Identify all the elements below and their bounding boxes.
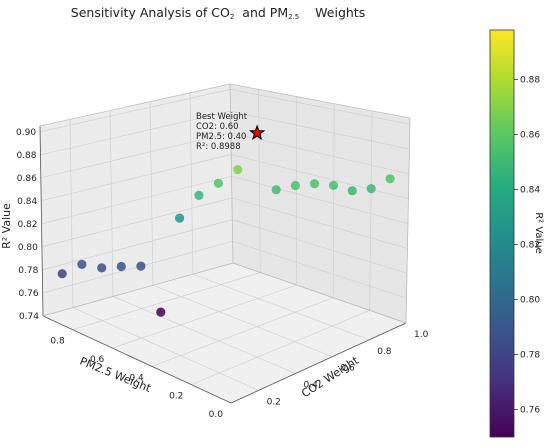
scatter-point [233, 165, 242, 174]
scatter-point [214, 179, 223, 188]
colorbar [490, 30, 514, 437]
scatter-point [291, 181, 300, 190]
best-annotation-line4: R²: 0.8988 [196, 142, 241, 152]
z-tick-label: 0.78 [18, 266, 38, 276]
z-tick-label: 0.80 [18, 243, 38, 253]
colorbar-tick-label: 0.80 [520, 296, 540, 306]
x-tick-label: 0.8 [377, 347, 392, 357]
scatter-point [58, 269, 67, 278]
z-axis-label: R² Value [0, 203, 13, 249]
scatter-point [386, 174, 395, 183]
scatter-point [310, 179, 319, 188]
chart-title: Sensitivity Analysis of CO2 and PM2.5 We… [71, 5, 365, 21]
y-tick-label: 0.0 [209, 410, 224, 420]
x-tick-label: 1.0 [414, 330, 429, 340]
z-tick-label: 0.76 [19, 289, 39, 299]
scatter-point [329, 181, 338, 190]
best-annotation-line3: PM2.5: 0.40 [196, 132, 246, 142]
colorbar-tick-label: 0.84 [520, 186, 540, 196]
scatter-point [194, 191, 203, 200]
z-tick-label: 0.88 [16, 151, 36, 161]
z-tick-label: 0.86 [17, 174, 37, 184]
y-tick-label: 0.2 [169, 392, 183, 402]
colorbar-label: R² Value [533, 212, 544, 254]
scatter-point [156, 308, 165, 317]
colorbar-tick-label: 0.88 [520, 76, 540, 86]
z-tick-label: 0.82 [17, 220, 37, 230]
x-tick-label: 0.2 [267, 397, 281, 407]
colorbar-tick-label: 0.78 [520, 351, 540, 361]
scatter-point [136, 262, 145, 271]
scatter-point [272, 185, 281, 194]
scatter-point [77, 260, 86, 269]
scatter-point [348, 186, 357, 195]
z-tick-label: 0.74 [19, 312, 39, 322]
best-annotation-line2: CO2: 0.60 [196, 122, 239, 132]
z-tick-label: 0.90 [16, 128, 36, 138]
z-tick-label: 0.84 [17, 197, 37, 207]
colorbar-tick-label: 0.86 [520, 131, 540, 141]
scatter-point [367, 184, 376, 193]
best-annotation-line1: Best Weight [196, 112, 248, 122]
y-tick-label: 0.8 [50, 337, 65, 347]
scatter-point [117, 262, 126, 271]
scatter-point [175, 214, 184, 223]
colorbar-tick-label: 0.76 [520, 406, 540, 416]
scatter-point [97, 263, 106, 272]
